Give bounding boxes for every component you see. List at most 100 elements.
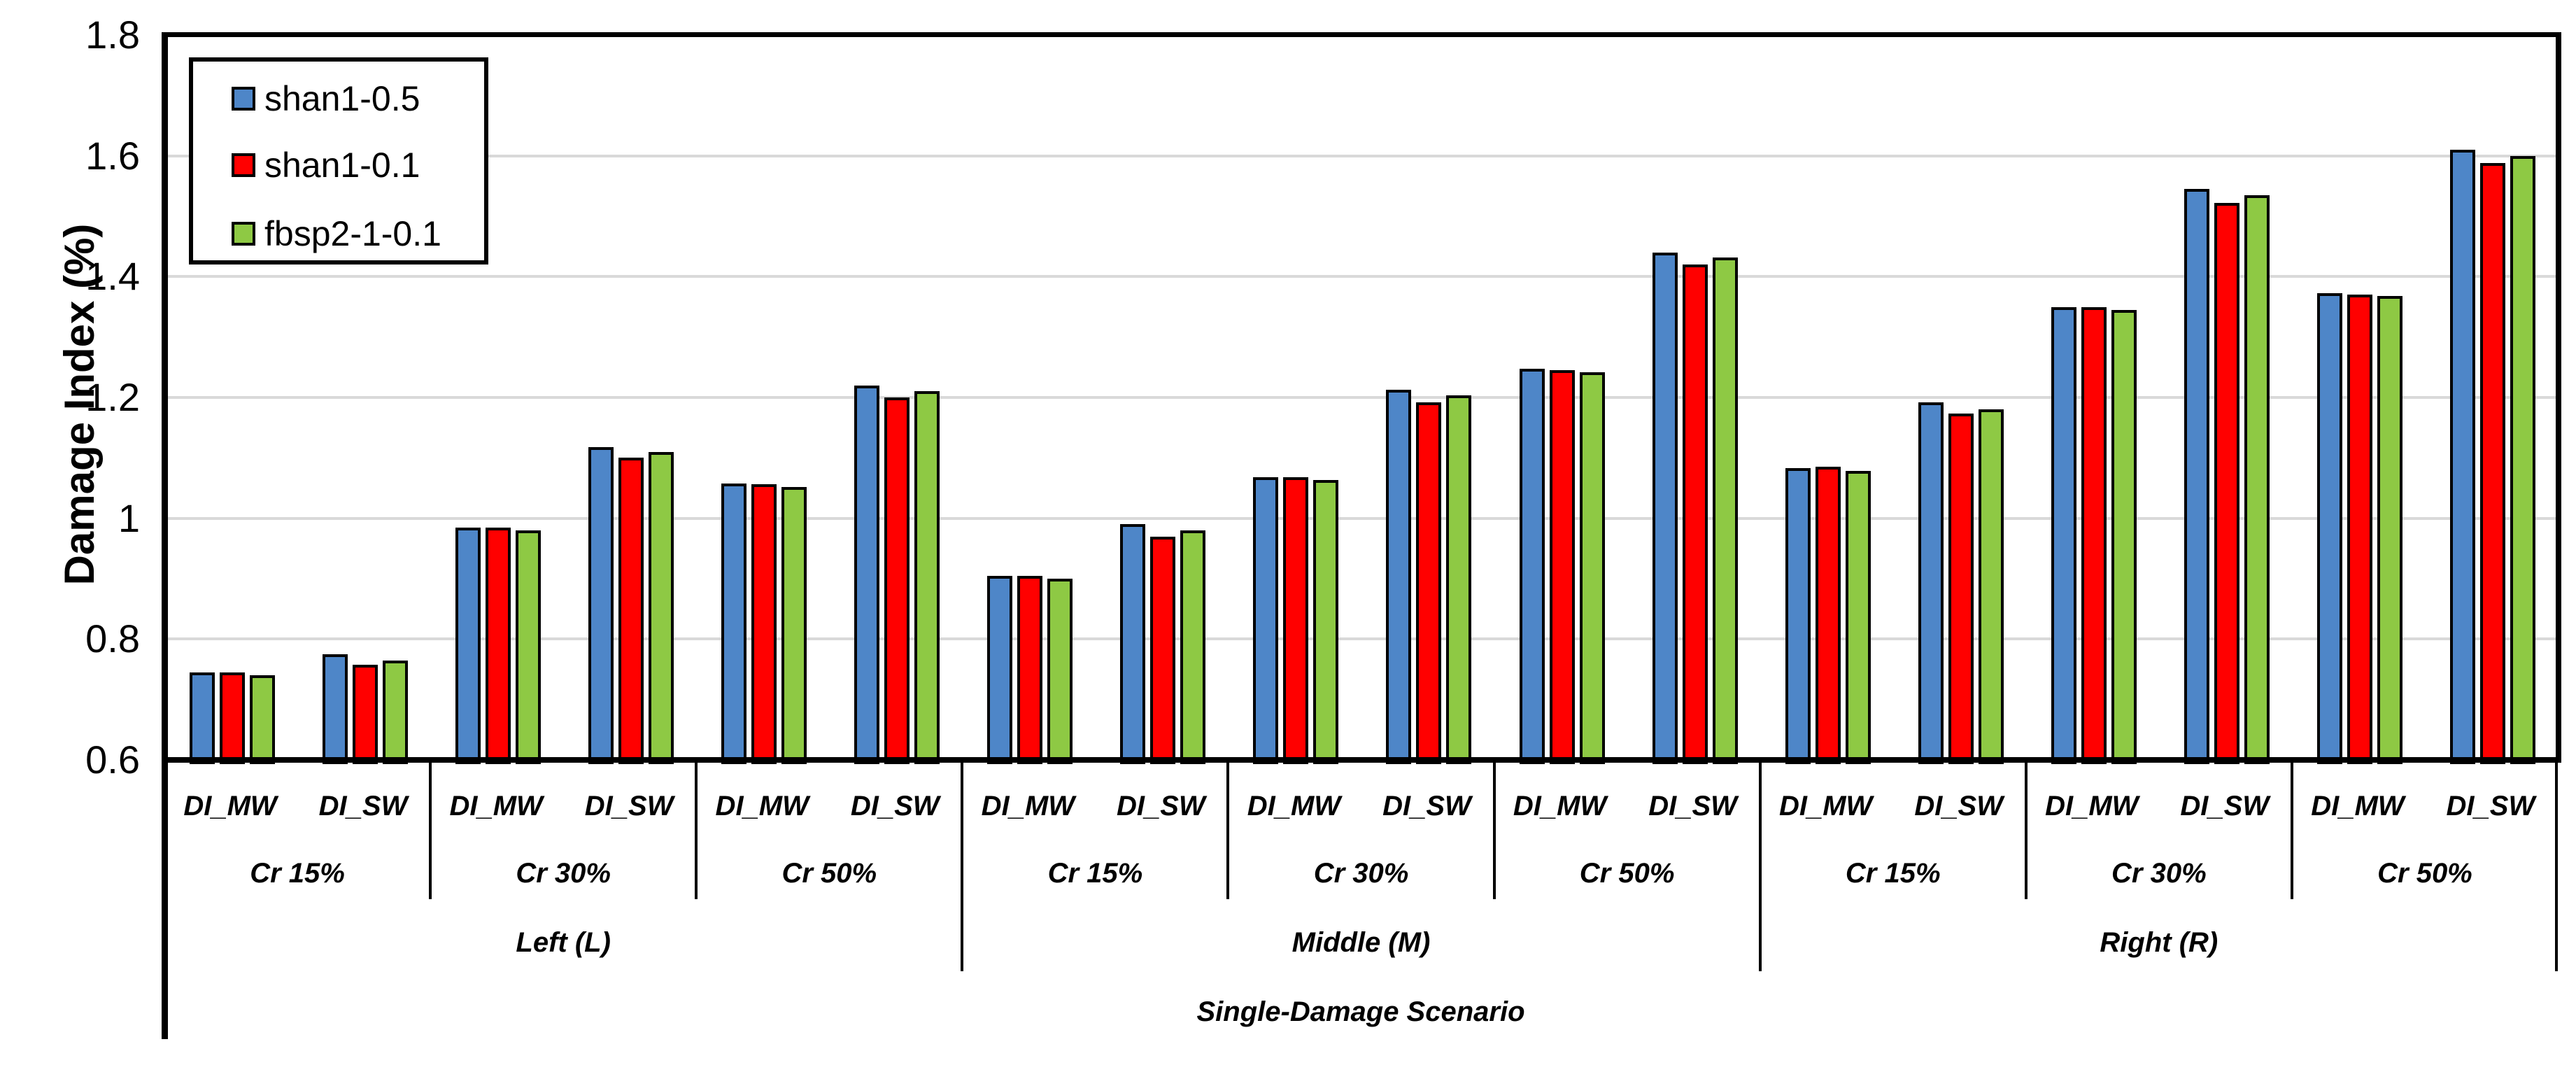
crack-label: Cr 30% xyxy=(516,858,611,889)
grid-line xyxy=(164,154,2558,157)
group-label: DI_MW xyxy=(1247,791,1341,821)
group-label: DI_SW xyxy=(2446,791,2535,821)
bar xyxy=(1978,409,2004,764)
crack-label: Cr 50% xyxy=(2377,858,2472,889)
bar xyxy=(353,665,378,764)
bar xyxy=(1712,257,1738,764)
crack-label: Cr 30% xyxy=(1313,858,1409,889)
y-tick-label: 0.6 xyxy=(85,738,140,782)
crack-separator xyxy=(2024,760,2027,899)
right-edge-separator xyxy=(2555,760,2558,971)
bar xyxy=(455,527,481,764)
bar xyxy=(1386,389,1412,764)
crack-separator xyxy=(1226,760,1230,899)
crack-label: Cr 15% xyxy=(1845,858,1941,889)
series-green-swatch xyxy=(232,222,255,246)
y-tick-label: 1 xyxy=(118,495,140,540)
series-red-swatch xyxy=(232,153,255,177)
position-label: Left (L) xyxy=(516,927,611,958)
plot-top-border xyxy=(162,32,2561,37)
y-tick-label: 1.2 xyxy=(85,375,140,419)
group-label: DI_MW xyxy=(981,791,1075,821)
bar xyxy=(250,675,275,764)
group-label: DI_SW xyxy=(2180,791,2270,821)
plot-right-border xyxy=(2556,32,2561,760)
group-label: DI_MW xyxy=(183,791,277,821)
grid-line xyxy=(164,396,2558,399)
bar xyxy=(618,458,644,764)
bar xyxy=(1579,372,1605,764)
legend-item: shan1-0.1 xyxy=(193,146,484,192)
group-label: DI_MW xyxy=(449,791,543,821)
legend-label: shan1-0.5 xyxy=(264,79,420,118)
crack-label: Cr 15% xyxy=(1047,858,1143,889)
group-label: DI_MW xyxy=(2045,791,2139,821)
group-label: DI_SW xyxy=(850,791,940,821)
bar xyxy=(1283,477,1309,764)
x-axis-title: Single-Damage Scenario xyxy=(1196,996,1525,1027)
bar xyxy=(190,672,215,764)
bar xyxy=(1313,480,1339,764)
bar xyxy=(2347,295,2372,764)
crack-separator xyxy=(695,760,698,899)
legend-item: fbsp2-1-0.1 xyxy=(193,214,484,261)
bar xyxy=(1815,467,1841,764)
crack-label: Cr 30% xyxy=(2111,858,2207,889)
position-label: Middle (M) xyxy=(1291,927,1431,958)
bar xyxy=(2081,306,2107,764)
bar xyxy=(2316,292,2342,764)
group-label: DI_MW xyxy=(1513,791,1607,821)
bar xyxy=(1682,265,1708,764)
bar xyxy=(1845,471,1871,764)
bar xyxy=(1948,414,1974,764)
position-separator xyxy=(1758,760,1762,971)
legend: shan1-0.5 shan1-0.1 fbsp2-1-0.1 xyxy=(189,57,488,265)
bar xyxy=(2479,163,2505,764)
group-label: DI_SW xyxy=(1382,791,1471,821)
x-axis-line xyxy=(162,757,2561,763)
y-tick-label: 1.4 xyxy=(85,254,140,299)
bar xyxy=(588,446,614,764)
bar xyxy=(1416,402,1442,764)
bar xyxy=(2449,150,2475,764)
grid-line xyxy=(164,275,2558,278)
group-label: DI_SW xyxy=(1648,791,1737,821)
bar xyxy=(1549,370,1575,764)
bar xyxy=(1180,530,1206,764)
bar xyxy=(1047,579,1073,764)
legend-label: fbsp2-1-0.1 xyxy=(264,214,441,253)
crack-separator xyxy=(2290,760,2293,899)
crack-label: Cr 50% xyxy=(1579,858,1675,889)
bar xyxy=(884,397,910,764)
bar xyxy=(323,654,348,764)
bar xyxy=(1446,395,1472,764)
grid-line xyxy=(164,516,2558,520)
position-label: Right (R) xyxy=(2100,927,2218,958)
position-separator xyxy=(961,760,964,971)
bar xyxy=(987,575,1013,764)
series-blue-swatch xyxy=(232,87,255,111)
bar xyxy=(2184,189,2209,764)
group-label: DI_MW xyxy=(715,791,809,821)
bar xyxy=(2051,306,2076,764)
crack-separator xyxy=(429,760,432,899)
bar xyxy=(2214,203,2239,764)
bar xyxy=(854,385,880,764)
crack-separator xyxy=(1492,760,1496,899)
bar xyxy=(781,486,807,764)
group-label: DI_SW xyxy=(1914,791,2003,821)
crack-label: Cr 50% xyxy=(781,858,877,889)
bar xyxy=(721,483,747,764)
bar xyxy=(1785,468,1811,764)
bar xyxy=(1253,477,1279,764)
group-label: DI_SW xyxy=(318,791,408,821)
grid-line xyxy=(164,637,2558,641)
bar xyxy=(220,672,245,764)
bar xyxy=(751,484,777,764)
group-label: DI_MW xyxy=(2311,791,2405,821)
bar xyxy=(649,451,674,764)
bar xyxy=(2111,309,2137,764)
y-tick-label: 1.6 xyxy=(85,133,140,178)
y-tick-label: 0.8 xyxy=(85,616,140,661)
